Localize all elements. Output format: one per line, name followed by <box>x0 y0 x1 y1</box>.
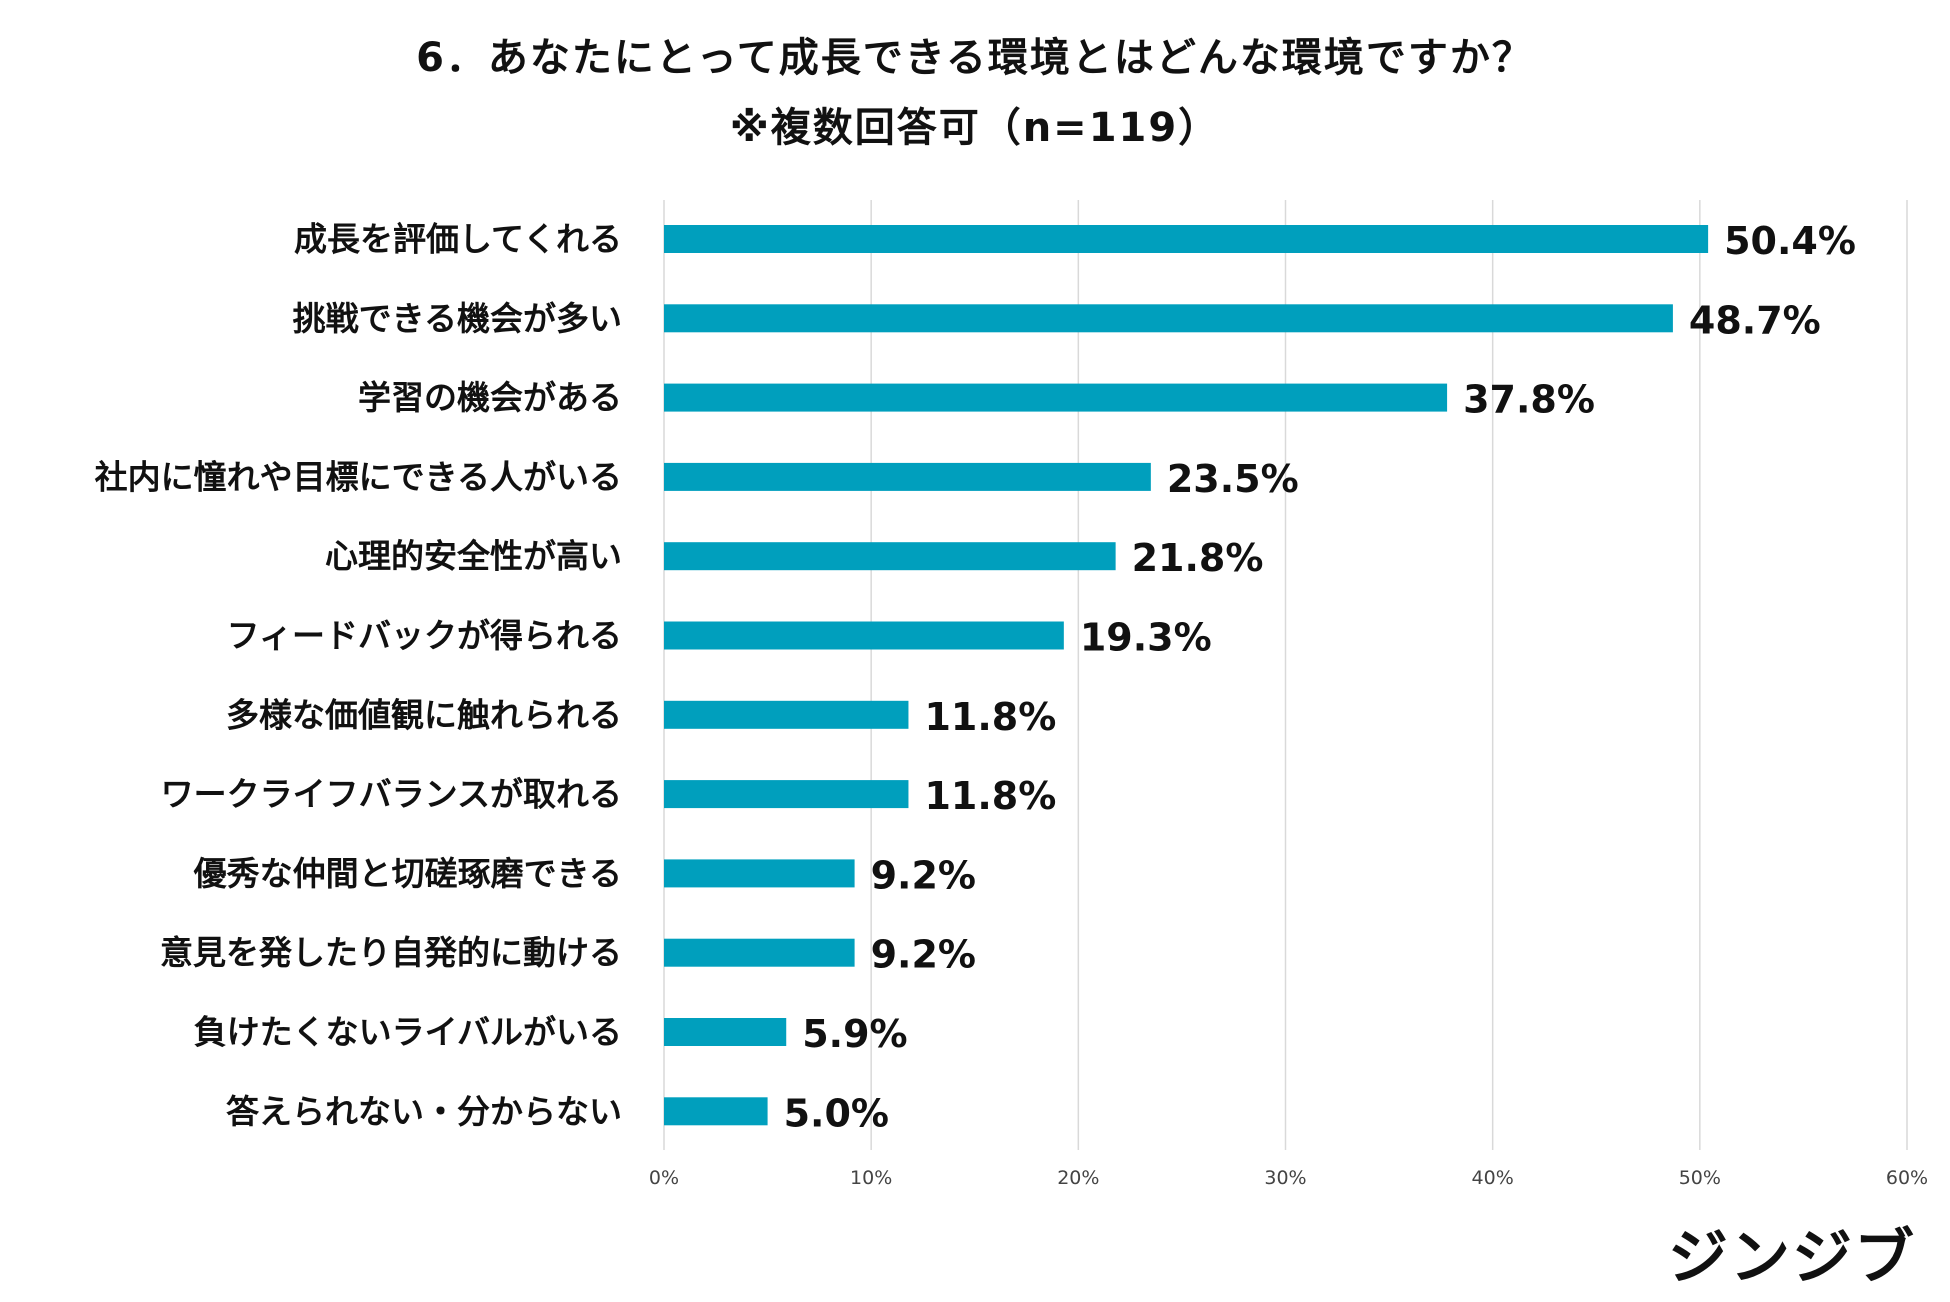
bar <box>664 780 909 809</box>
value-label: 11.8% <box>924 695 1056 739</box>
chart-subtitle: ※複数回答可（n=119） <box>729 105 1221 151</box>
x-tick-label: 60% <box>1886 1167 1928 1189</box>
category-label: 心理的安全性が高い <box>325 537 622 576</box>
bar <box>664 304 1673 333</box>
value-label: 9.2% <box>871 933 976 977</box>
x-tick-label: 10% <box>850 1167 892 1189</box>
bar <box>664 462 1151 491</box>
value-label: 19.3% <box>1080 616 1212 660</box>
bar <box>664 700 909 729</box>
bar <box>664 225 1709 253</box>
bar <box>664 621 1064 650</box>
category-label: フィードバックが得られる <box>227 616 622 655</box>
bar <box>664 938 855 967</box>
x-axis-ticks: 0% 10% 20% 30% 40% 50% 60% <box>649 1167 1928 1189</box>
category-label: 意見を発したり自発的に動ける <box>160 933 622 972</box>
category-label: 負けたくないライバルがいる <box>194 1013 622 1052</box>
x-tick-label: 20% <box>1057 1167 1099 1189</box>
value-label: 23.5% <box>1167 457 1299 501</box>
bar <box>664 1018 787 1046</box>
x-tick-label: 0% <box>649 1167 679 1189</box>
x-tick-label: 40% <box>1472 1167 1514 1189</box>
category-labels: 成長を評価してくれる挑戦できる機会が多い学習の機会がある社内に憧れや目標にできる… <box>95 220 622 1131</box>
category-label: 挑戦できる機会が多い <box>293 299 622 338</box>
category-label: 学習の機会がある <box>358 378 622 417</box>
bar <box>664 1097 768 1126</box>
category-label: 社内に憧れや目標にできる人がいる <box>95 457 622 496</box>
category-label: 答えられない・分からない <box>226 1092 622 1131</box>
value-labels: 50.4% 48.7% 37.8% 23.5% 21.8% 19.3% 11.8% 11.8%… <box>784 219 1856 1135</box>
category-label: 優秀な仲間と切磋琢磨できる <box>193 854 622 893</box>
value-label: 37.8% <box>1463 378 1595 422</box>
chart-title: 6．あなたにとって成長できる環境とはどんな環境ですか？ <box>416 35 1534 81</box>
grid-lines <box>663 200 1908 1150</box>
brand-logo: ジンジブ <box>1668 1223 1916 1293</box>
bars <box>664 225 1709 1126</box>
value-label: 9.2% <box>871 853 976 897</box>
category-label: 成長を評価してくれる <box>294 220 622 259</box>
value-label: 11.8% <box>924 774 1056 818</box>
bar <box>664 383 1448 412</box>
bar <box>664 542 1116 571</box>
category-label: ワークライフバランスが取れる <box>161 775 622 814</box>
category-label: 多様な価値観に触れられる <box>226 695 622 734</box>
value-label: 48.7% <box>1689 298 1821 342</box>
bar <box>664 859 855 888</box>
value-label: 5.0% <box>784 1091 889 1135</box>
value-label: 5.9% <box>802 1012 907 1056</box>
value-label: 21.8% <box>1132 536 1264 580</box>
x-tick-label: 50% <box>1679 1167 1721 1189</box>
value-label: 50.4% <box>1724 219 1856 263</box>
x-tick-label: 30% <box>1264 1167 1306 1189</box>
